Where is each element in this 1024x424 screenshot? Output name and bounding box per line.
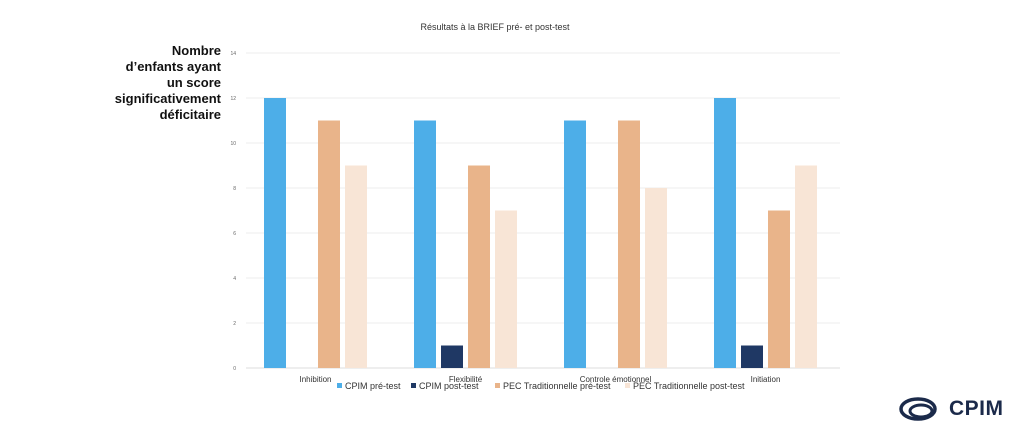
x-category-label: Inhibition — [299, 375, 331, 384]
cpim-logo-icon — [899, 397, 937, 421]
bar — [441, 345, 463, 368]
legend-swatch — [495, 383, 500, 388]
legend-item: CPIM post-test — [411, 381, 479, 391]
bar — [468, 165, 490, 368]
legend-swatch — [337, 383, 342, 388]
legend-swatch — [625, 383, 630, 388]
y-tick-label: 8 — [233, 186, 236, 192]
legend-label: CPIM pré-test — [345, 381, 401, 391]
bar — [768, 210, 790, 368]
x-category-label: Controle émotionnel — [580, 375, 652, 384]
legend-item: CPIM pré-test — [337, 381, 401, 391]
legend-swatch — [411, 383, 416, 388]
legend-label: CPIM post-test — [419, 381, 479, 391]
chart-legend: CPIM pré-test CPIM post-test PEC Tradition… — [0, 381, 1024, 393]
y-tick-label: 12 — [230, 96, 236, 102]
y-axis-title: Nombre d’enfants ayant un score signific… — [71, 43, 221, 123]
legend-item: PEC Traditionnelle pré-test — [495, 381, 611, 391]
y-tick-label: 6 — [233, 231, 236, 237]
y-tick-label: 4 — [233, 276, 236, 282]
legend-item: PEC Traditionnelle post-test — [625, 381, 745, 391]
bar — [495, 210, 517, 368]
bar — [318, 120, 340, 368]
y-tick-label: 14 — [230, 51, 236, 57]
bar — [618, 120, 640, 368]
x-category-label: Flexibilité — [449, 375, 483, 384]
legend-label: PEC Traditionnelle post-test — [633, 381, 745, 391]
bar — [645, 188, 667, 368]
x-category-label: Initiation — [751, 375, 781, 384]
bar — [264, 98, 286, 368]
y-tick-label: 0 — [233, 366, 236, 372]
y-tick-label: 10 — [230, 141, 236, 147]
cpim-logo: CPIM — [898, 395, 1004, 423]
y-axis-title-line: d’enfants ayant — [125, 59, 221, 74]
bar — [564, 120, 586, 368]
cpim-logo-text: CPIM — [949, 397, 1004, 420]
bar — [414, 120, 436, 368]
chart-title: Résultats à la BRIEF pré- et post-test — [420, 22, 570, 32]
y-axis-title-line: significativement — [114, 91, 221, 106]
y-axis-title-line: Nombre — [171, 43, 221, 58]
y-tick-label: 2 — [233, 321, 236, 327]
y-axis-title-line: déficitaire — [159, 107, 221, 122]
bar — [741, 345, 763, 368]
bar — [795, 165, 817, 368]
bar — [714, 98, 736, 368]
y-axis-title-line: un score — [166, 75, 221, 90]
bar — [345, 165, 367, 368]
legend-label: PEC Traditionnelle pré-test — [503, 381, 611, 391]
